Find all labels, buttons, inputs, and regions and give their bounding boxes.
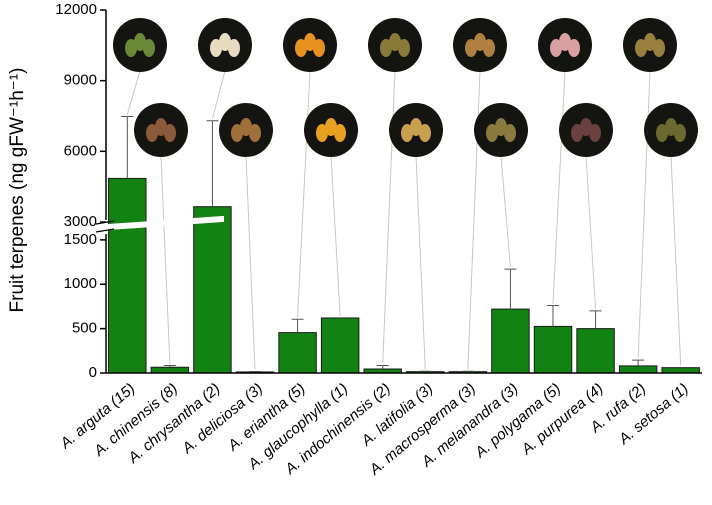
leader-line	[552, 70, 566, 304]
fruit	[164, 124, 176, 142]
leader-line	[670, 155, 682, 366]
error-bar	[547, 305, 559, 327]
fruit	[559, 33, 571, 51]
fruit	[155, 118, 167, 136]
leader-line	[160, 155, 171, 364]
bar	[108, 177, 147, 374]
leader-line	[211, 70, 226, 119]
fruit	[644, 33, 656, 51]
fruit	[219, 33, 231, 51]
fruit	[210, 39, 222, 57]
error-bar	[632, 359, 645, 366]
leader-line	[637, 70, 651, 359]
bar	[150, 366, 190, 374]
y-tick-label: 12000	[55, 1, 97, 18]
y-tick-label: 0	[89, 364, 97, 381]
y-tick-label: 9000	[64, 72, 97, 89]
fruit	[389, 33, 401, 51]
bar	[193, 206, 232, 374]
error-bar	[589, 310, 602, 329]
fruit	[134, 33, 146, 51]
fruit	[143, 39, 155, 57]
y-tick-label: 1500	[64, 231, 97, 248]
error-bar	[291, 318, 304, 333]
fruit	[483, 39, 495, 57]
fruit	[653, 39, 665, 57]
y-tick-label: 1000	[64, 275, 97, 292]
fruit	[495, 118, 507, 136]
axis-break	[94, 215, 224, 231]
fruit	[325, 118, 337, 136]
fruit	[380, 39, 392, 57]
fruit	[125, 39, 137, 57]
bar	[278, 332, 317, 374]
error-bar	[163, 364, 176, 368]
leader-line	[330, 155, 341, 317]
fruit	[146, 124, 158, 142]
fruit	[419, 124, 431, 142]
fruit	[334, 124, 346, 142]
error-bar	[504, 268, 517, 310]
fruit	[571, 124, 583, 142]
fruit	[568, 39, 580, 57]
fruit	[674, 124, 686, 142]
fruit	[240, 118, 252, 136]
bar	[491, 308, 530, 374]
y-tick-label: 3000	[64, 213, 97, 230]
error-bar	[206, 120, 219, 207]
leader-line	[297, 70, 311, 318]
fruit	[465, 39, 477, 57]
fruit	[665, 118, 677, 136]
y-tick-label: 6000	[64, 142, 97, 159]
fruit	[580, 118, 592, 136]
leader-line	[415, 155, 426, 370]
fruit	[316, 124, 328, 142]
leader-line	[245, 155, 256, 370]
fruit	[313, 39, 325, 57]
bar	[576, 328, 615, 374]
leader-line	[585, 155, 597, 309]
error-bar	[121, 115, 134, 179]
bar	[533, 325, 573, 374]
fruit	[656, 124, 668, 142]
y-tick-label: 500	[72, 320, 97, 337]
fruit	[589, 124, 601, 142]
fruit	[304, 33, 316, 51]
fruit	[410, 118, 422, 136]
leader-line	[500, 155, 511, 268]
bar	[320, 317, 360, 374]
leader-line	[382, 70, 396, 364]
bar	[618, 365, 658, 374]
fruit	[295, 39, 307, 57]
error-bar	[376, 364, 389, 370]
bar	[661, 367, 700, 374]
fruit	[401, 124, 413, 142]
fruit	[249, 124, 261, 142]
fruit	[550, 39, 562, 57]
fruit	[228, 39, 240, 57]
leader-line	[126, 70, 141, 115]
fruit	[635, 39, 647, 57]
fruit	[398, 39, 410, 57]
y-axis-label: Fruit terpenes (ng gFW⁻¹h⁻¹)	[7, 68, 28, 313]
fruit	[474, 33, 486, 51]
fruit	[504, 124, 516, 142]
fruit	[486, 124, 498, 142]
fruit	[231, 124, 243, 142]
